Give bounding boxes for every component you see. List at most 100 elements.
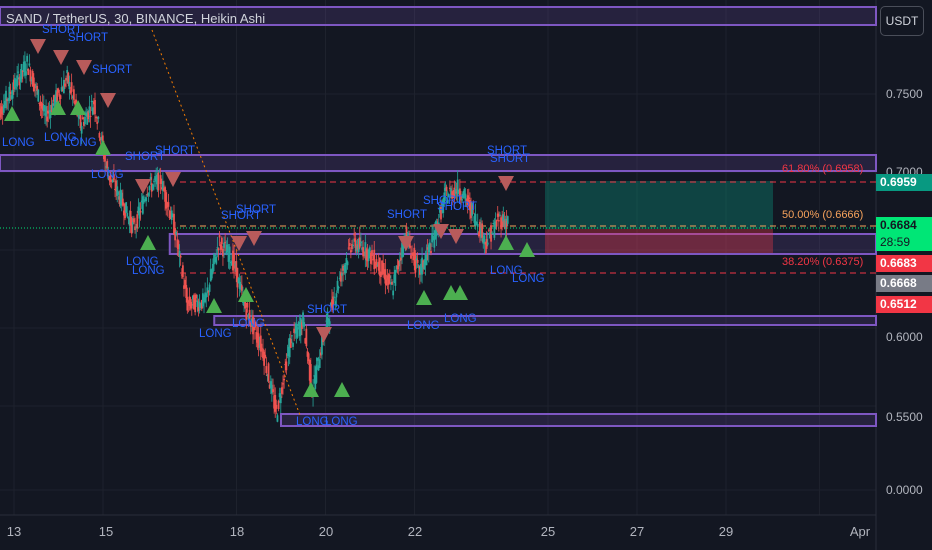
candle-body bbox=[313, 375, 316, 377]
candle-body bbox=[126, 212, 129, 217]
candle-body bbox=[173, 213, 175, 235]
candle-body bbox=[236, 267, 239, 288]
candle-body bbox=[135, 227, 138, 229]
candle-body bbox=[289, 339, 292, 348]
candle-body bbox=[248, 309, 251, 324]
candle-body bbox=[1, 113, 4, 115]
candle-body bbox=[184, 280, 187, 288]
candle-body bbox=[314, 375, 317, 389]
candle-body bbox=[106, 160, 109, 169]
candle-body bbox=[305, 328, 308, 347]
candle-body bbox=[454, 189, 457, 194]
candle-body bbox=[21, 70, 24, 72]
candle-body bbox=[440, 206, 442, 220]
candle-body bbox=[153, 180, 155, 182]
candle-body bbox=[206, 287, 209, 294]
candle-body bbox=[384, 269, 387, 284]
candle-body bbox=[433, 237, 436, 248]
candle-body bbox=[276, 415, 279, 422]
candle-body bbox=[295, 323, 298, 333]
long-marker bbox=[303, 382, 319, 397]
candle-body bbox=[245, 309, 248, 320]
signal-label: SHORT bbox=[92, 64, 133, 76]
candle-body bbox=[341, 273, 343, 276]
currency-button[interactable]: USDT bbox=[880, 6, 924, 36]
candle-body bbox=[390, 282, 392, 285]
candle-body bbox=[322, 339, 324, 343]
candle-body bbox=[484, 242, 487, 245]
candle-body bbox=[292, 342, 294, 347]
candle-body bbox=[473, 216, 476, 223]
short-marker bbox=[398, 236, 414, 251]
candle-body bbox=[422, 260, 425, 268]
candle-body bbox=[34, 83, 36, 89]
candle-body bbox=[503, 220, 506, 228]
signal-label: LONG bbox=[512, 273, 545, 285]
price-tag-last: 0.6684 bbox=[876, 217, 932, 234]
candle-body bbox=[402, 242, 405, 257]
candle-body bbox=[274, 395, 277, 412]
candle-body bbox=[125, 202, 128, 213]
candle-body bbox=[398, 260, 401, 262]
candle-body bbox=[80, 126, 83, 134]
candle-body bbox=[74, 100, 76, 105]
candle-body bbox=[470, 202, 472, 218]
candle-body bbox=[273, 395, 276, 409]
candle-body bbox=[234, 263, 237, 266]
candle-body bbox=[411, 253, 413, 255]
candle-body bbox=[154, 176, 156, 180]
candle-body bbox=[205, 293, 208, 298]
price-tag-stop: 0.6512 bbox=[876, 296, 932, 313]
candle-body bbox=[58, 94, 61, 97]
candle-body bbox=[38, 102, 41, 105]
signal-label: LONG bbox=[444, 313, 477, 325]
candle-body bbox=[464, 193, 467, 201]
candle-body bbox=[442, 200, 445, 213]
candle-body bbox=[298, 323, 301, 337]
candle-body bbox=[401, 242, 403, 258]
signal-label: LONG bbox=[407, 320, 440, 332]
candle-body bbox=[213, 253, 215, 265]
candle-body bbox=[188, 296, 191, 307]
candle-body bbox=[307, 353, 310, 362]
candle-body bbox=[375, 259, 378, 268]
candle-body bbox=[171, 215, 174, 217]
candle-body bbox=[183, 285, 185, 289]
candle-body bbox=[29, 69, 32, 82]
candle-body bbox=[222, 248, 224, 257]
candle-body bbox=[254, 321, 257, 328]
candle-body bbox=[75, 99, 77, 106]
candle-body bbox=[281, 387, 283, 394]
signal-label: LONG bbox=[325, 416, 358, 428]
candle-body bbox=[277, 400, 280, 410]
candle-body bbox=[214, 255, 217, 257]
candle-body bbox=[27, 69, 30, 75]
candle-body bbox=[477, 232, 480, 236]
candle-body bbox=[491, 232, 494, 235]
candle-body bbox=[0, 106, 3, 115]
candle-body bbox=[345, 258, 348, 265]
candle-body bbox=[226, 244, 229, 253]
candle-body bbox=[19, 76, 22, 82]
candle-body bbox=[315, 364, 318, 383]
candle-body bbox=[15, 87, 17, 89]
candle-body bbox=[195, 294, 198, 299]
candle-body bbox=[90, 101, 93, 103]
candle-body bbox=[165, 192, 168, 209]
candle-body bbox=[378, 257, 381, 276]
candle-body bbox=[114, 188, 116, 190]
candle-body bbox=[257, 333, 260, 348]
candle-body bbox=[9, 92, 12, 94]
candle-body bbox=[462, 191, 465, 198]
candle-body bbox=[374, 267, 377, 269]
candle-body bbox=[198, 301, 201, 308]
candle-body bbox=[258, 345, 261, 348]
candle-body bbox=[303, 322, 306, 327]
short-marker bbox=[433, 224, 449, 239]
candle-body bbox=[294, 332, 297, 334]
candle-body bbox=[256, 332, 259, 343]
candle-body bbox=[200, 300, 203, 309]
candle-body bbox=[426, 247, 429, 250]
candle-body bbox=[318, 359, 321, 368]
